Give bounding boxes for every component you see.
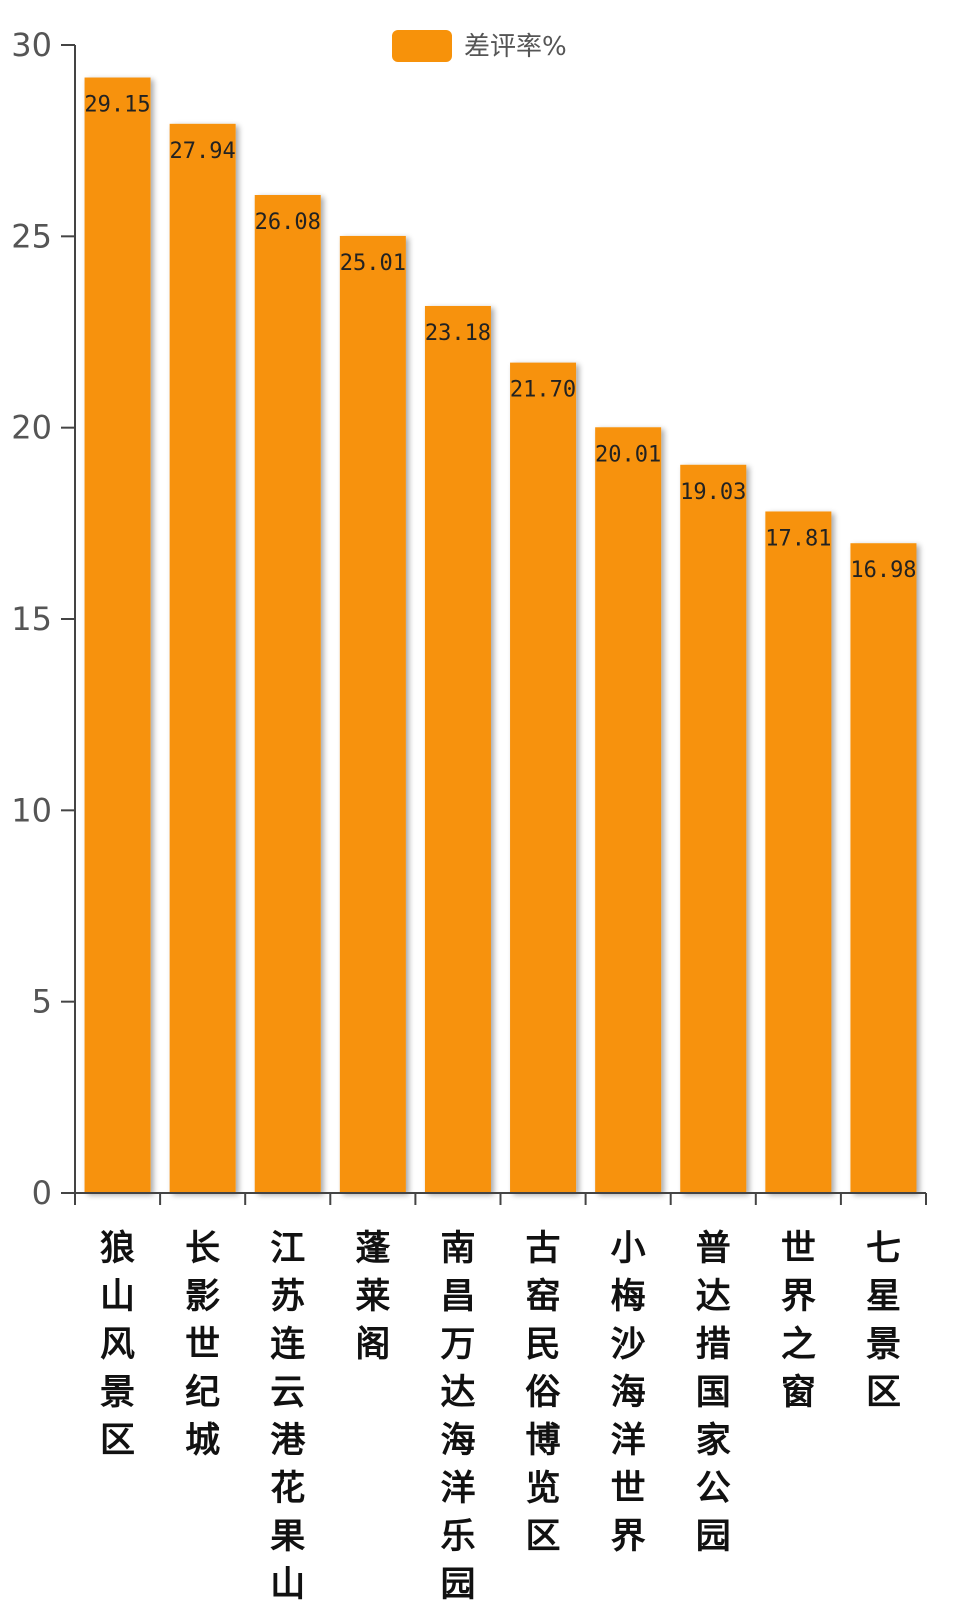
data-label: 29.15 [84, 93, 150, 118]
x-category-label: 狼山风景区 [100, 1229, 135, 1461]
bar[interactable] [850, 543, 917, 1193]
data-labels: 29.15 27.94 26.08 25.01 23.18 21.70 20.01 19.03… [84, 93, 916, 584]
x-category-label: 长影世纪城 [185, 1229, 220, 1461]
legend[interactable]: 差评率% [392, 30, 567, 62]
x-category-label: 古窑民俗博览区 [526, 1229, 562, 1557]
data-label: 19.03 [680, 480, 746, 505]
x-category-label: 世界之窗 [781, 1229, 816, 1413]
y-tick-label: 10 [11, 791, 52, 829]
axes [63, 45, 926, 1194]
data-label: 17.81 [765, 526, 831, 551]
data-label: 21.70 [510, 378, 576, 403]
y-axis-ticks: 0 5 10 15 20 25 30 [11, 26, 75, 1212]
y-tick-label: 30 [11, 26, 52, 64]
data-label: 23.18 [425, 321, 491, 346]
bars [84, 77, 917, 1194]
x-category-label: 蓬莱阁 [355, 1229, 390, 1365]
legend-label: 差评率% [464, 32, 567, 62]
y-tick-label: 15 [11, 600, 52, 638]
bar[interactable] [510, 362, 577, 1193]
bar[interactable] [339, 235, 406, 1193]
bar[interactable] [680, 464, 747, 1193]
data-label: 27.94 [170, 139, 236, 164]
data-label: 26.08 [255, 210, 321, 235]
data-label: 25.01 [340, 251, 406, 276]
x-category-label: 七星景区 [866, 1229, 901, 1413]
category-labels: 狼山风景区 长影世纪城 江苏连云港花果山 蓬莱阁 南昌万达海洋乐园 古窑民俗博览区 小梅沙海… [100, 1229, 901, 1605]
x-category-label: 小梅沙海洋世界 [611, 1229, 646, 1557]
data-label: 20.01 [595, 442, 661, 467]
x-category-label: 南昌万达海洋乐园 [440, 1229, 475, 1605]
legend-swatch [392, 30, 452, 62]
bar[interactable] [424, 305, 491, 1194]
bar[interactable] [595, 427, 662, 1193]
x-category-label: 普达措国家公园 [696, 1229, 731, 1557]
bar[interactable] [169, 123, 236, 1193]
bar[interactable] [84, 77, 151, 1194]
y-tick-label: 5 [32, 983, 52, 1021]
bar[interactable] [765, 511, 832, 1193]
data-label: 16.98 [850, 558, 916, 583]
x-category-label: 江苏连云港花果山 [270, 1229, 306, 1605]
y-tick-label: 20 [11, 409, 52, 447]
x-axis-ticks [74, 1193, 927, 1205]
y-tick-label: 25 [11, 217, 52, 255]
y-tick-label: 0 [32, 1174, 52, 1212]
bar[interactable] [254, 195, 321, 1193]
